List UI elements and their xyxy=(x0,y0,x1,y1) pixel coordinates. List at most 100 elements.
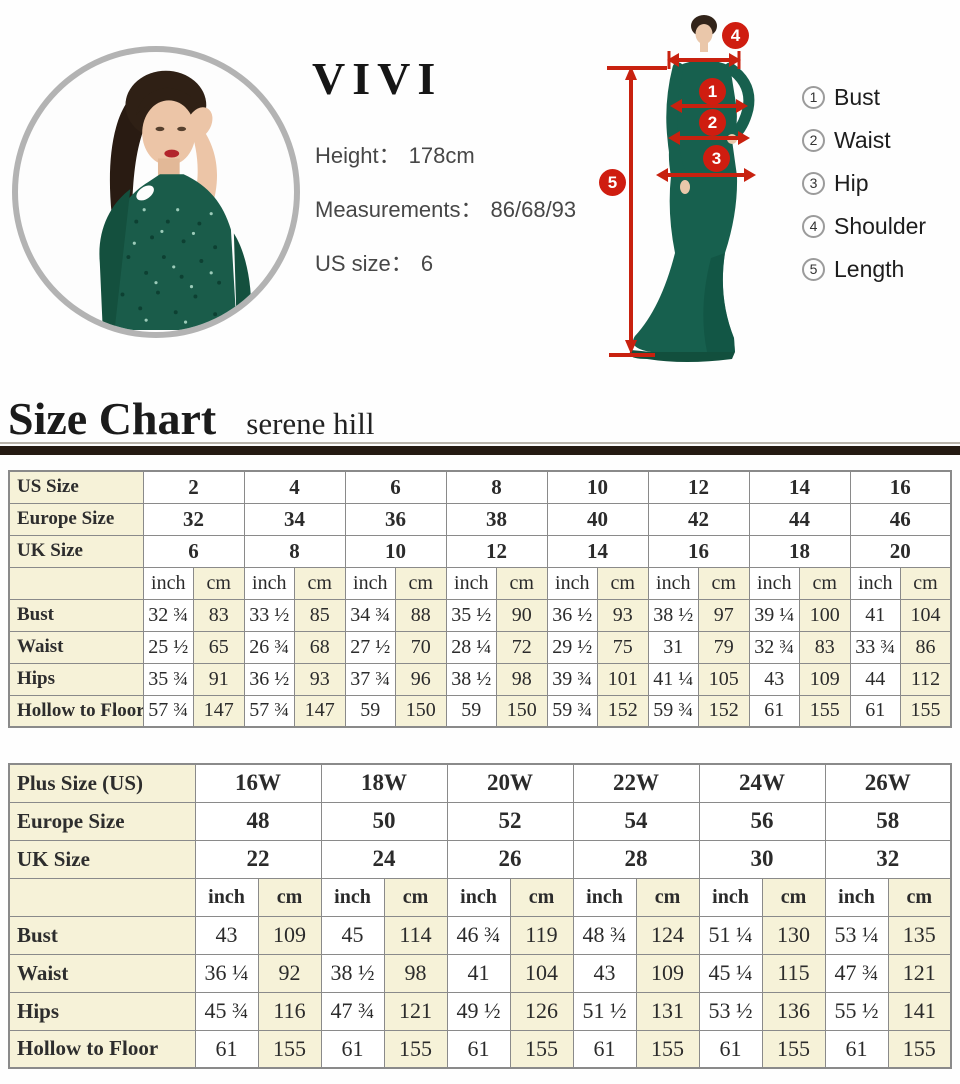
unit-inch: inch xyxy=(194,877,259,917)
row-label: UK Size xyxy=(8,839,196,879)
size-value: 18 xyxy=(748,534,851,568)
inch-value: 61 xyxy=(572,1029,637,1069)
unit-spacer xyxy=(8,877,196,917)
unit-inch: inch xyxy=(546,566,598,600)
inch-value: 61 xyxy=(194,1029,259,1069)
inch-value: 38 ½ xyxy=(320,953,385,993)
size-row: US Size 2 4 6 8 10 12 14 16 xyxy=(8,470,952,504)
size-value: 40 xyxy=(546,502,649,536)
marker-bust: 1 xyxy=(699,78,726,105)
cm-value: 119 xyxy=(509,915,574,955)
size-value: 34 xyxy=(243,502,346,536)
cm-value: 155 xyxy=(799,694,851,728)
unit-inch: inch xyxy=(698,877,763,917)
row-label: Plus Size (US) xyxy=(8,763,196,803)
size-value: 8 xyxy=(243,534,346,568)
cm-value: 115 xyxy=(761,953,826,993)
size-row: Europe Size 32 34 36 38 40 42 44 46 xyxy=(8,502,952,536)
size-value: 42 xyxy=(647,502,750,536)
inch-value: 45 ¼ xyxy=(698,953,763,993)
measurements-label: Measurements： xyxy=(315,197,483,222)
marker-waist: 2 xyxy=(699,109,726,136)
size-row: Plus Size (US) 16W 18W 20W 22W 24W 26W xyxy=(8,763,952,803)
inch-value: 41 ¼ xyxy=(647,662,699,696)
marker-hip: 3 xyxy=(703,145,730,172)
row-label: Europe Size xyxy=(8,502,144,536)
size-value: 30 xyxy=(698,839,826,879)
dress-measurement-diagram: 1 2 3 4 5 xyxy=(585,8,785,376)
cm-value: 70 xyxy=(395,630,447,664)
inch-value: 61 xyxy=(824,1029,889,1069)
measure-row: Bust 32 ¾ 83 33 ½ 85 34 ¾ 88 35 ½ 90 36 ½ 93 38 ½ 97… xyxy=(8,598,952,632)
inch-value: 61 xyxy=(446,1029,511,1069)
row-label: Europe Size xyxy=(8,801,196,841)
cm-value: 121 xyxy=(383,991,448,1031)
size-value: 24 xyxy=(320,839,448,879)
cm-value: 100 xyxy=(799,598,851,632)
size-value: 32 xyxy=(824,839,952,879)
unit-inch: inch xyxy=(142,566,194,600)
cm-value: 88 xyxy=(395,598,447,632)
inch-value: 55 ½ xyxy=(824,991,889,1031)
unit-cm: cm xyxy=(294,566,346,600)
unit-inch: inch xyxy=(824,877,889,917)
cm-value: 135 xyxy=(887,915,952,955)
inch-value: 41 xyxy=(446,953,511,993)
inch-value: 59 xyxy=(344,694,396,728)
cm-value: 152 xyxy=(698,694,750,728)
size-value: 2 xyxy=(142,470,245,504)
cm-value: 101 xyxy=(597,662,649,696)
row-label: Waist xyxy=(8,953,196,993)
inch-value: 43 xyxy=(194,915,259,955)
inch-value: 45 xyxy=(320,915,385,955)
inch-value: 59 ¾ xyxy=(546,694,598,728)
legend-num-3-icon: 3 xyxy=(802,171,825,195)
cm-value: 109 xyxy=(257,915,322,955)
cm-value: 75 xyxy=(597,630,649,664)
size-row: UK Size 6 8 10 12 14 16 18 20 xyxy=(8,534,952,568)
inch-value: 47 ¾ xyxy=(824,953,889,993)
cm-value: 86 xyxy=(900,630,952,664)
size-value: 14 xyxy=(546,534,649,568)
inch-value: 44 xyxy=(849,662,901,696)
cm-value: 112 xyxy=(900,662,952,696)
unit-cm: cm xyxy=(383,877,448,917)
inch-value: 36 ½ xyxy=(243,662,295,696)
unit-spacer xyxy=(8,566,144,600)
cm-value: 155 xyxy=(257,1029,322,1069)
unit-inch: inch xyxy=(849,566,901,600)
inch-value: 61 xyxy=(698,1029,763,1069)
size-value: 32 xyxy=(142,502,245,536)
unit-cm: cm xyxy=(597,566,649,600)
size-value: 10 xyxy=(344,534,447,568)
cm-value: 91 xyxy=(193,662,245,696)
inch-value: 43 xyxy=(748,662,800,696)
size-value: 36 xyxy=(344,502,447,536)
cm-value: 155 xyxy=(900,694,952,728)
cm-value: 72 xyxy=(496,630,548,664)
cm-value: 85 xyxy=(294,598,346,632)
inch-value: 28 ¼ xyxy=(445,630,497,664)
measure-row: Waist 25 ½ 65 26 ¾ 68 27 ½ 70 28 ¼ 72 29 ½ 75 31 79 3… xyxy=(8,630,952,664)
size-value: 16 xyxy=(647,534,750,568)
model-portrait-illustration xyxy=(99,70,252,330)
size-value: 4 xyxy=(243,470,346,504)
inch-value: 38 ½ xyxy=(647,598,699,632)
inch-value: 39 ¾ xyxy=(546,662,598,696)
cm-value: 79 xyxy=(698,630,750,664)
height-value: 178cm xyxy=(408,143,475,168)
bead-texture xyxy=(120,219,222,317)
unit-row: inch cm inch cm inch cm inch cm inch cm inch cm xyxy=(8,877,952,917)
inch-value: 36 ¼ xyxy=(194,953,259,993)
cm-value: 141 xyxy=(887,991,952,1031)
cm-value: 155 xyxy=(887,1029,952,1069)
cm-value: 83 xyxy=(193,598,245,632)
size-chart-heading: Size Chart serene hill xyxy=(8,392,375,445)
cm-value: 155 xyxy=(761,1029,826,1069)
legend-num-5-icon: 5 xyxy=(802,257,825,281)
cm-value: 97 xyxy=(698,598,750,632)
row-label: UK Size xyxy=(8,534,144,568)
unit-cm: cm xyxy=(395,566,447,600)
